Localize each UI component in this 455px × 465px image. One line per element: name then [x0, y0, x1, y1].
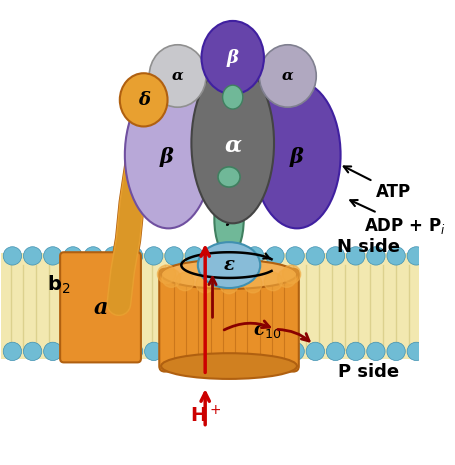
Circle shape — [225, 342, 244, 360]
Circle shape — [246, 342, 264, 360]
Circle shape — [286, 342, 304, 360]
Circle shape — [347, 247, 365, 265]
Text: α: α — [224, 135, 241, 157]
Text: P side: P side — [338, 364, 399, 381]
Circle shape — [165, 342, 183, 360]
Circle shape — [23, 247, 42, 265]
Text: β: β — [227, 49, 239, 66]
Circle shape — [185, 342, 203, 360]
Circle shape — [347, 342, 365, 360]
Ellipse shape — [198, 242, 260, 288]
Circle shape — [84, 342, 102, 360]
Circle shape — [124, 247, 143, 265]
Ellipse shape — [192, 63, 274, 223]
Text: β: β — [160, 147, 173, 167]
Circle shape — [44, 247, 62, 265]
Circle shape — [84, 247, 102, 265]
Text: γ: γ — [224, 212, 234, 226]
Circle shape — [196, 275, 214, 293]
Circle shape — [225, 247, 244, 265]
Ellipse shape — [202, 21, 264, 94]
Circle shape — [264, 272, 283, 291]
Circle shape — [286, 247, 304, 265]
Circle shape — [407, 247, 425, 265]
Ellipse shape — [259, 45, 316, 107]
Ellipse shape — [161, 353, 297, 379]
Circle shape — [326, 342, 345, 360]
Ellipse shape — [214, 182, 244, 256]
Circle shape — [104, 247, 122, 265]
Circle shape — [185, 247, 203, 265]
Circle shape — [162, 269, 181, 287]
Text: ADP + P$_i$: ADP + P$_i$ — [350, 200, 446, 236]
Ellipse shape — [149, 45, 206, 107]
Text: a: a — [93, 297, 108, 319]
Circle shape — [278, 269, 296, 287]
Text: b$_2$: b$_2$ — [46, 274, 70, 296]
Circle shape — [367, 342, 385, 360]
Text: α: α — [282, 69, 293, 83]
Circle shape — [387, 247, 405, 265]
Circle shape — [266, 342, 284, 360]
Circle shape — [387, 342, 405, 360]
FancyBboxPatch shape — [159, 269, 299, 372]
Circle shape — [220, 275, 238, 294]
Circle shape — [176, 272, 194, 291]
Circle shape — [3, 247, 21, 265]
Circle shape — [44, 342, 62, 360]
Circle shape — [282, 265, 301, 284]
Text: H$^+$: H$^+$ — [190, 405, 221, 426]
Ellipse shape — [218, 167, 240, 187]
Text: N side: N side — [337, 238, 400, 256]
Text: ε: ε — [223, 256, 234, 274]
Circle shape — [266, 247, 284, 265]
Circle shape — [3, 342, 21, 360]
Ellipse shape — [125, 81, 212, 228]
Ellipse shape — [161, 259, 297, 289]
FancyBboxPatch shape — [60, 252, 141, 362]
Circle shape — [326, 247, 345, 265]
Circle shape — [64, 342, 82, 360]
Circle shape — [306, 342, 324, 360]
Circle shape — [145, 342, 163, 360]
Circle shape — [124, 342, 143, 360]
Circle shape — [165, 247, 183, 265]
Circle shape — [205, 342, 223, 360]
Circle shape — [306, 247, 324, 265]
Circle shape — [244, 275, 262, 293]
Circle shape — [205, 247, 223, 265]
Circle shape — [104, 342, 122, 360]
Circle shape — [246, 247, 264, 265]
Circle shape — [367, 247, 385, 265]
Circle shape — [23, 342, 42, 360]
Ellipse shape — [120, 73, 167, 126]
Circle shape — [64, 247, 82, 265]
Text: α: α — [172, 69, 183, 83]
Ellipse shape — [253, 81, 341, 228]
Text: β: β — [290, 147, 304, 167]
Circle shape — [145, 247, 163, 265]
Text: δ: δ — [138, 91, 150, 109]
Bar — [1, 253, 419, 359]
Text: c$_{10}$: c$_{10}$ — [253, 322, 282, 340]
Text: ATP: ATP — [344, 166, 411, 201]
Circle shape — [407, 342, 425, 360]
Ellipse shape — [222, 85, 243, 109]
Circle shape — [157, 265, 176, 284]
